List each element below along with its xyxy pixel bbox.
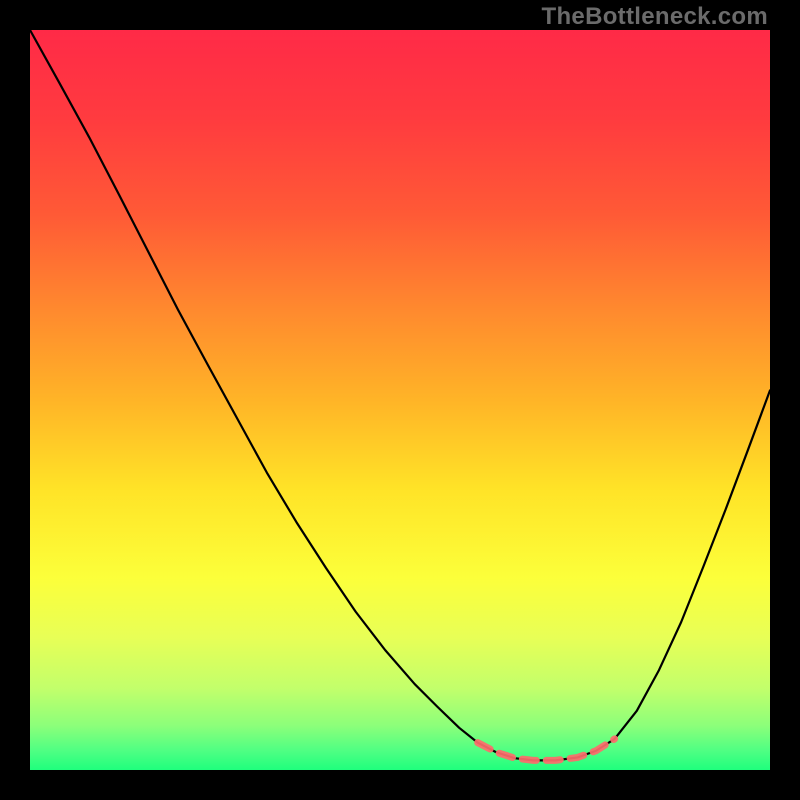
watermark-label: TheBottleneck.com bbox=[542, 3, 768, 31]
chart-frame: TheBottleneck.com bbox=[0, 0, 800, 800]
plot-background bbox=[30, 30, 770, 770]
bottleneck-chart bbox=[0, 0, 800, 800]
